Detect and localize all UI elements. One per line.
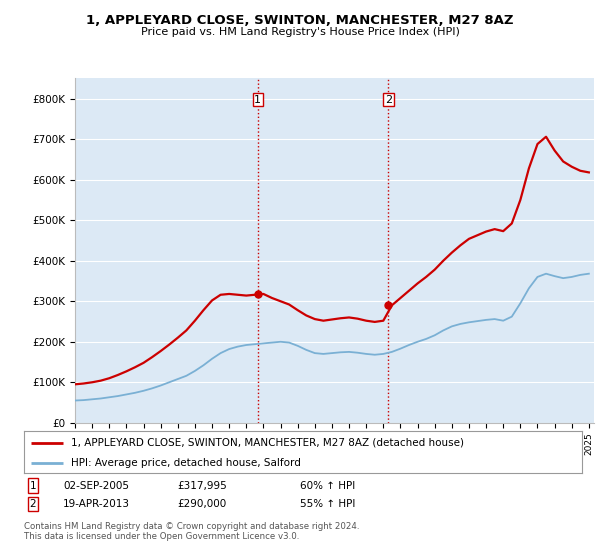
Text: £317,995: £317,995 xyxy=(177,480,227,491)
Text: 2: 2 xyxy=(29,499,37,509)
Text: HPI: Average price, detached house, Salford: HPI: Average price, detached house, Salf… xyxy=(71,458,301,468)
Text: 1, APPLEYARD CLOSE, SWINTON, MANCHESTER, M27 8AZ (detached house): 1, APPLEYARD CLOSE, SWINTON, MANCHESTER,… xyxy=(71,438,464,448)
Text: 2: 2 xyxy=(385,95,392,105)
Text: 55% ↑ HPI: 55% ↑ HPI xyxy=(300,499,355,509)
Text: 19-APR-2013: 19-APR-2013 xyxy=(63,499,130,509)
Text: Price paid vs. HM Land Registry's House Price Index (HPI): Price paid vs. HM Land Registry's House … xyxy=(140,27,460,37)
Text: Contains HM Land Registry data © Crown copyright and database right 2024.
This d: Contains HM Land Registry data © Crown c… xyxy=(24,522,359,542)
Text: 02-SEP-2005: 02-SEP-2005 xyxy=(63,480,129,491)
Text: 1, APPLEYARD CLOSE, SWINTON, MANCHESTER, M27 8AZ: 1, APPLEYARD CLOSE, SWINTON, MANCHESTER,… xyxy=(86,14,514,27)
Text: 1: 1 xyxy=(29,480,37,491)
Text: 1: 1 xyxy=(254,95,261,105)
Text: £290,000: £290,000 xyxy=(177,499,226,509)
Text: 60% ↑ HPI: 60% ↑ HPI xyxy=(300,480,355,491)
